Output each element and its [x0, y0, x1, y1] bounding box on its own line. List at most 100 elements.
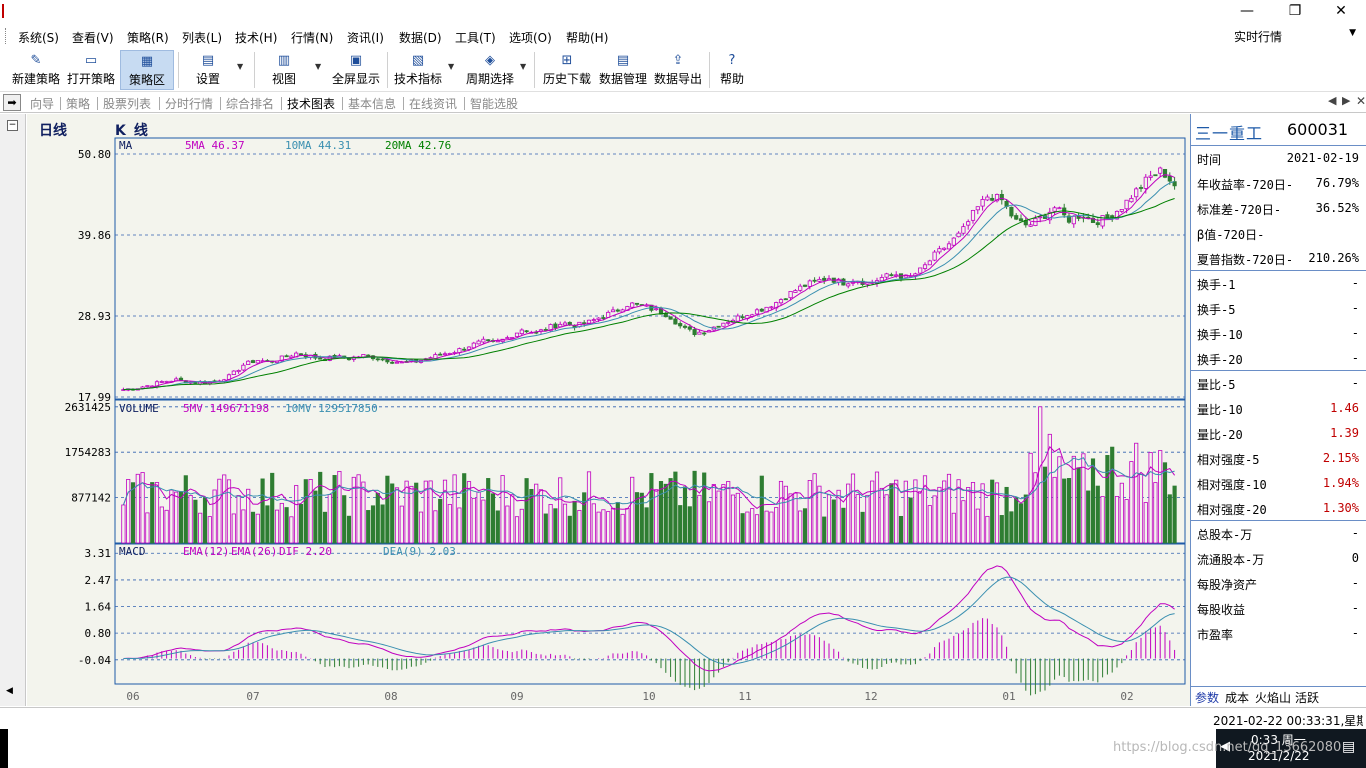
volume-bar	[423, 480, 428, 544]
volume-bar	[937, 486, 942, 544]
help-button[interactable]: ? 帮助	[719, 53, 744, 86]
restore-button[interactable]: ❐	[1288, 3, 1302, 19]
volume-bar	[390, 483, 395, 544]
settings-button[interactable]: ▤ 设置	[195, 53, 220, 86]
menu-options[interactable]: 选项(O)	[509, 31, 552, 45]
stock-name: 三一重工	[1195, 124, 1264, 143]
minimize-button[interactable]: —	[1240, 3, 1254, 19]
info-row: 相对强度-10 1.94%	[1191, 471, 1366, 496]
view-dropdown-icon[interactable]: ▼	[315, 62, 322, 71]
menu-technical[interactable]: 技术(H)	[235, 31, 278, 45]
open-strategy-button[interactable]: ▭ 打开策略	[66, 53, 115, 86]
info-value: 1.94%	[1322, 476, 1359, 490]
volume-bar	[908, 497, 913, 544]
menu-help[interactable]: 帮助(H)	[566, 31, 609, 45]
tray-time[interactable]: 0:33 周一	[1251, 733, 1306, 747]
tab-smart-picker[interactable]: 智能选股	[470, 97, 519, 111]
volume-bar	[1095, 485, 1100, 544]
tab-intraday[interactable]: 分时行情	[165, 97, 214, 111]
info-tab-flame[interactable]: 火焰山	[1255, 691, 1292, 705]
volume-bar	[750, 508, 755, 544]
tab-guide[interactable]: 向导	[30, 97, 55, 111]
candle-body	[255, 360, 260, 364]
notification-icon[interactable]: ▤	[1342, 739, 1356, 755]
strategy-area-button[interactable]: ▦ 策略区	[120, 50, 174, 90]
candle-body	[927, 260, 932, 266]
menu-quotes[interactable]: 行情(N)	[291, 31, 334, 45]
new-strategy-button[interactable]: ✎ 新建策略	[11, 53, 60, 86]
tray-date[interactable]: 2021/2/22	[1248, 749, 1310, 763]
menu-list[interactable]: 列表(L)	[182, 31, 223, 45]
candle-body	[514, 332, 520, 337]
tab-basic-info[interactable]: 基本信息	[348, 97, 397, 111]
info-label: 量比-10	[1197, 403, 1243, 417]
candle-body	[687, 326, 692, 330]
close-button[interactable]: ✕	[1335, 3, 1347, 19]
fullscreen-button[interactable]: ▣ 全屏显示	[331, 53, 380, 86]
menu-system[interactable]: 系统(S)	[18, 31, 59, 45]
data-export-button[interactable]: ⇪ 数据导出	[653, 53, 702, 86]
tab-ranking[interactable]: 综合排名	[226, 97, 275, 111]
tab-separator	[220, 97, 221, 110]
ma5-line	[123, 174, 1175, 391]
info-value: -	[1351, 526, 1359, 540]
volume-bar	[610, 507, 616, 544]
volume-bar	[193, 499, 198, 544]
tab-tech-chart[interactable]: 技术图表	[287, 97, 336, 111]
tab-close-icon[interactable]: ✕	[1356, 94, 1366, 108]
volume-bar	[663, 483, 668, 544]
period-select-button[interactable]: ◈ 周期选择	[465, 53, 514, 86]
menu-data[interactable]: 数据(D)	[399, 31, 442, 45]
menu-view[interactable]: 查看(V)	[72, 31, 114, 45]
tech-indicator-button[interactable]: ▧ 技术指标	[393, 53, 442, 86]
candle-body	[236, 370, 241, 373]
volume-bar	[1033, 472, 1038, 544]
candle-body	[505, 337, 510, 339]
info-row: 量比-10 1.46	[1191, 396, 1366, 421]
tab-scroll-right-icon[interactable]: ▶	[1342, 94, 1351, 107]
menu-news[interactable]: 资讯(I)	[347, 31, 384, 45]
candle-body	[1057, 207, 1062, 210]
info-tab-active[interactable]: 活跃	[1295, 691, 1320, 705]
volume-bar	[721, 484, 726, 544]
quote-mode-select[interactable]: 实时行情 ▼	[1230, 26, 1362, 46]
info-tab-cost[interactable]: 成本	[1225, 691, 1250, 705]
x-tick-label: 09	[510, 690, 523, 703]
volume-bar	[519, 508, 524, 544]
volume-bar	[745, 511, 750, 544]
tab-scroll-left-icon[interactable]: ◀	[1328, 94, 1337, 107]
data-manage-button[interactable]: ▤ 数据管理	[598, 53, 647, 86]
settings-dropdown-icon[interactable]: ▼	[237, 62, 244, 71]
scroll-left-icon[interactable]: ◀	[6, 686, 13, 696]
history-download-button[interactable]: ⊞ 历史下载	[542, 53, 591, 86]
candle-body	[615, 309, 620, 312]
period-dropdown-icon[interactable]: ▼	[520, 62, 527, 71]
kline-chart-panel[interactable]: 50.80 39.86 28.93 17.99 2631425 1754283 877142…	[27, 114, 1190, 706]
volume-bar	[164, 509, 169, 544]
speaker-icon[interactable]: ◀	[1220, 739, 1230, 754]
volume-bar	[327, 494, 332, 544]
info-label: 夏普指数-720日-	[1197, 253, 1294, 267]
volume-bar	[649, 473, 654, 544]
info-label: 流通股本-万	[1197, 553, 1265, 567]
menu-strategy[interactable]: 策略(R)	[127, 31, 169, 45]
info-group-returns: 时间 2021-02-19 年收益率-720日- 76.79% 标准差-720日- 36.…	[1191, 145, 1366, 271]
volume-bar	[1138, 474, 1144, 544]
tab-online-news[interactable]: 在线资讯	[409, 97, 458, 111]
info-value: 1.39	[1330, 426, 1359, 440]
volume-bar	[361, 481, 366, 544]
candle-body	[346, 358, 352, 361]
tab-stock-list[interactable]: 股票列表	[103, 97, 152, 111]
candle-body	[942, 247, 947, 250]
info-tab-params[interactable]: 参数	[1195, 691, 1220, 705]
view-button[interactable]: ▥ 视图	[271, 53, 296, 86]
volume-bar	[236, 495, 241, 544]
arrow-right-icon[interactable]: ➡	[3, 94, 21, 111]
menu-tools[interactable]: 工具(T)	[455, 31, 496, 45]
tab-strategy[interactable]: 策略	[66, 97, 91, 111]
collapse-icon[interactable]: −	[7, 120, 18, 131]
macd-title: MACD	[119, 545, 146, 558]
indicator-dropdown-icon[interactable]: ▼	[448, 62, 455, 71]
info-value: -	[1351, 376, 1359, 390]
